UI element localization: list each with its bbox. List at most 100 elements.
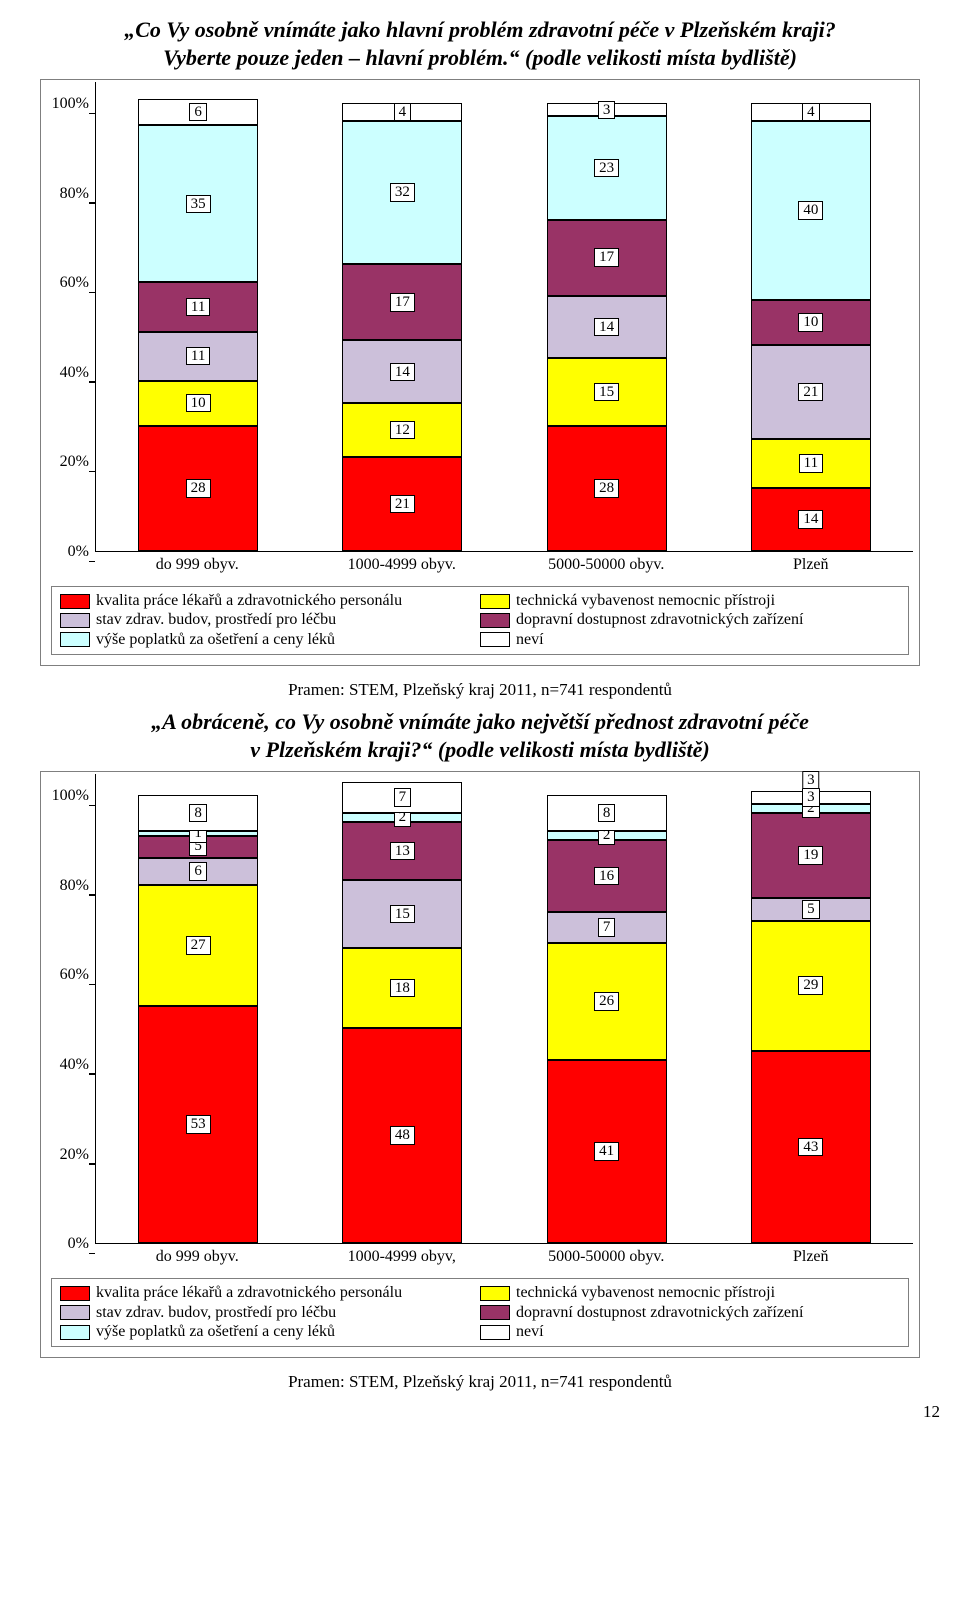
legend-swatch [60,613,90,628]
bar-segment: 35 [138,125,258,282]
chart1-plot: 2810111135621121417324281514172331411211… [95,82,913,552]
legend-item: výše poplatků za ošetření a ceny léků [60,1323,480,1341]
bar-segment: 4 [751,103,871,121]
bar-segment: 15 [547,358,667,425]
bar-value-label: 16 [594,867,619,886]
bar-value-label: 11 [799,454,823,473]
bar: 4329519233 [751,791,871,1243]
bar-segment: 1 [138,831,258,835]
bar-value-label: 7 [394,788,412,807]
bar-value-label: 3 [598,101,616,120]
bar-segment: 11 [138,282,258,331]
bar-value-label: 23 [594,159,619,178]
legend-item: neví [480,631,900,649]
bar-value-label: 26 [594,992,619,1011]
bar-value-label: 4 [802,103,820,122]
bar-segment: 3 [547,103,667,116]
bar-value-label: 28 [594,479,619,498]
bar-segment: 5 [751,898,871,920]
ytick: 100% [52,95,89,113]
bar-value-label: 40 [798,201,823,220]
bar: 28101111356 [138,99,258,551]
page-number: 12 [40,1402,940,1422]
bar-segment: 17 [342,264,462,340]
bar-value-label: 14 [798,510,823,529]
bar-segment: 26 [547,943,667,1059]
xlabel: 5000-50000 obyv. [504,1244,709,1266]
chart2-legend: kvalita práce lékařů a zdravotnického pe… [51,1278,909,1347]
bar-value-label: 43 [798,1138,823,1157]
legend-item: technická vybavenost nemocnic přístroji [480,1284,900,1302]
bar-value-label: 21 [390,495,415,514]
chart1-yaxis: 0%20%40%60%80%100% [47,82,95,552]
bar-segment: 14 [547,296,667,359]
bar-value-label: 15 [594,383,619,402]
ytick: 100% [52,787,89,805]
bar-value-label: 13 [390,842,415,861]
bar-value-label: 4 [394,103,412,122]
bar-segment: 10 [751,300,871,345]
bar-segment: 6 [138,858,258,885]
legend-item: technická vybavenost nemocnic přístroji [480,592,900,610]
chart2: 0%20%40%60%80%100% 532765184818151327412… [47,774,913,1244]
bar: 53276518 [138,795,258,1243]
bar-segment: 3 [751,791,871,804]
bar-value-label: 12 [390,421,415,440]
bar-segment: 19 [751,813,871,898]
bar-value-label: 14 [390,363,415,382]
bar-overflow-label: 3 [802,771,820,790]
bar-segment: 14 [342,340,462,403]
bar-value-label: 18 [390,979,415,998]
legend-swatch [480,632,510,647]
legend-item: kvalita práce lékařů a zdravotnického pe… [60,1284,480,1302]
bar-segment: 10 [138,381,258,426]
ytick: 80% [60,877,89,895]
legend-swatch [60,594,90,609]
bar-segment: 17 [547,220,667,296]
legend-label: stav zdrav. budov, prostředí pro léčbu [96,611,336,629]
ytick: 60% [60,966,89,984]
ytick: 0% [68,543,89,561]
bar-segment: 41 [547,1060,667,1244]
legend-item: dopravní dostupnost zdravotnických zaříz… [480,1304,900,1322]
bar-value-label: 10 [798,313,823,332]
legend-label: kvalita práce lékařů a zdravotnického pe… [96,1284,402,1302]
bar-segment: 48 [342,1028,462,1243]
bar-segment: 14 [751,488,871,551]
xlabel: Plzeň [709,552,914,574]
bar-value-label: 10 [186,394,211,413]
chart2-yaxis: 0%20%40%60%80%100% [47,774,95,1244]
bar-value-label: 15 [390,905,415,924]
chart1-title: „Co Vy osobně vnímáte jako hlavní problé… [40,16,920,71]
chart2-xlabels: do 999 obyv.1000-4999 obyv,5000-50000 ob… [95,1244,913,1266]
bar-segment: 6 [138,99,258,126]
xlabel: 1000-4999 obyv, [300,1244,505,1266]
bar-segment: 7 [342,782,462,813]
bar-segment: 7 [547,912,667,943]
bar-value-label: 19 [798,846,823,865]
legend-item: neví [480,1323,900,1341]
bar-value-label: 32 [390,183,415,202]
bar-segment: 11 [751,439,871,488]
bar-segment: 40 [751,121,871,300]
bar-segment: 16 [547,840,667,912]
legend-swatch [60,1286,90,1301]
chart2-plot: 5327651848181513274126716284329519233 [95,774,913,1244]
bar-segment: 18 [342,948,462,1029]
bar-segment: 4 [342,103,462,121]
bar-segment: 23 [547,116,667,219]
legend-label: neví [516,631,544,649]
bar-segment: 2 [342,813,462,822]
bar-segment: 32 [342,121,462,264]
ytick: 20% [60,1146,89,1164]
legend-label: technická vybavenost nemocnic přístroji [516,1284,775,1302]
chart1-block: 0%20%40%60%80%100% 281011113562112141732… [40,79,920,666]
xlabel: 5000-50000 obyv. [504,552,709,574]
bar-value-label: 21 [798,383,823,402]
bar-value-label: 11 [186,298,210,317]
legend-swatch [480,1305,510,1320]
bar-segment: 12 [342,403,462,457]
bar: 14 11 21 10 40 4 [751,103,871,551]
bar-value-label: 8 [598,804,616,823]
bar-value-label: 3 [802,788,820,807]
